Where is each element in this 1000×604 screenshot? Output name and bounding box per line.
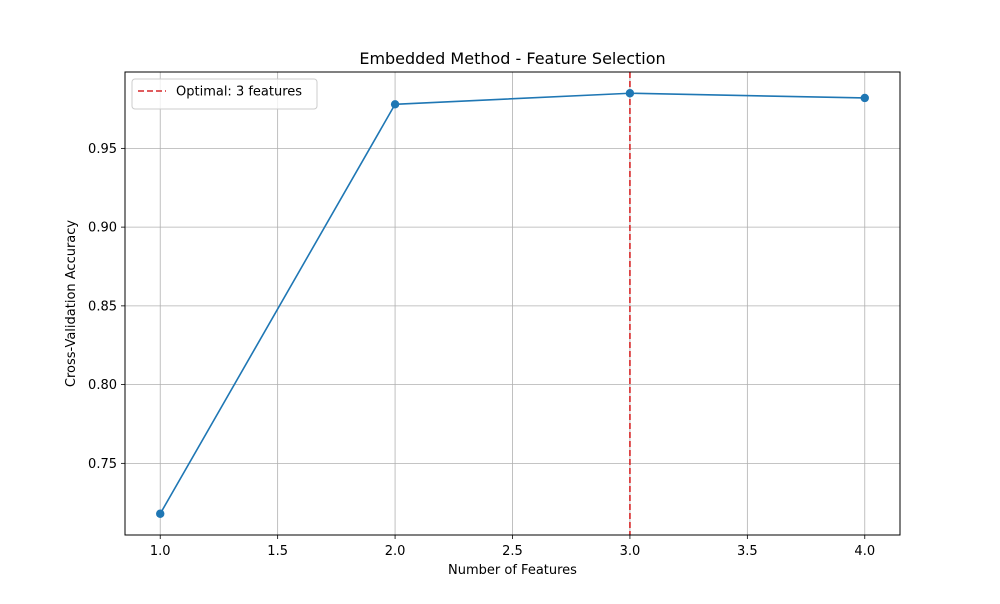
chart-title: Embedded Method - Feature Selection <box>359 49 665 68</box>
data-point <box>390 100 400 109</box>
accuracy-series-line <box>159 92 865 515</box>
legend: Optimal: 3 features <box>131 78 318 110</box>
x-tick-label: 3.5 <box>737 544 758 559</box>
y-tick-label: 0.85 <box>88 299 117 314</box>
tick-layer: 1.0 1.5 2.0 2.5 3.0 3.5 4.0 0.75 0.80 0.85 0.90 0.9… <box>88 142 875 559</box>
data-point <box>860 93 869 103</box>
legend-label: Optimal: 3 features <box>176 85 302 100</box>
x-tick-label: 1.5 <box>267 544 288 559</box>
y-tick-label: 0.95 <box>88 142 117 157</box>
series-layer <box>156 89 869 518</box>
x-tick-label: 3.0 <box>620 544 641 559</box>
legend-box <box>131 78 318 110</box>
x-axis-label: Number of Features <box>448 563 577 578</box>
y-tick-label: 0.90 <box>88 221 117 236</box>
x-tick-label: 1.0 <box>150 544 171 559</box>
y-tick-label: 0.80 <box>88 378 117 393</box>
x-tick-label: 2.5 <box>502 544 523 559</box>
y-tick-label: 0.75 <box>88 457 117 472</box>
grid-layer <box>125 72 900 535</box>
data-point <box>156 509 165 518</box>
data-point <box>625 89 635 98</box>
x-tick-label: 2.0 <box>385 544 406 559</box>
y-axis-label: Cross-Validation Accuracy <box>64 220 79 388</box>
x-tick-label: 4.0 <box>854 544 875 559</box>
